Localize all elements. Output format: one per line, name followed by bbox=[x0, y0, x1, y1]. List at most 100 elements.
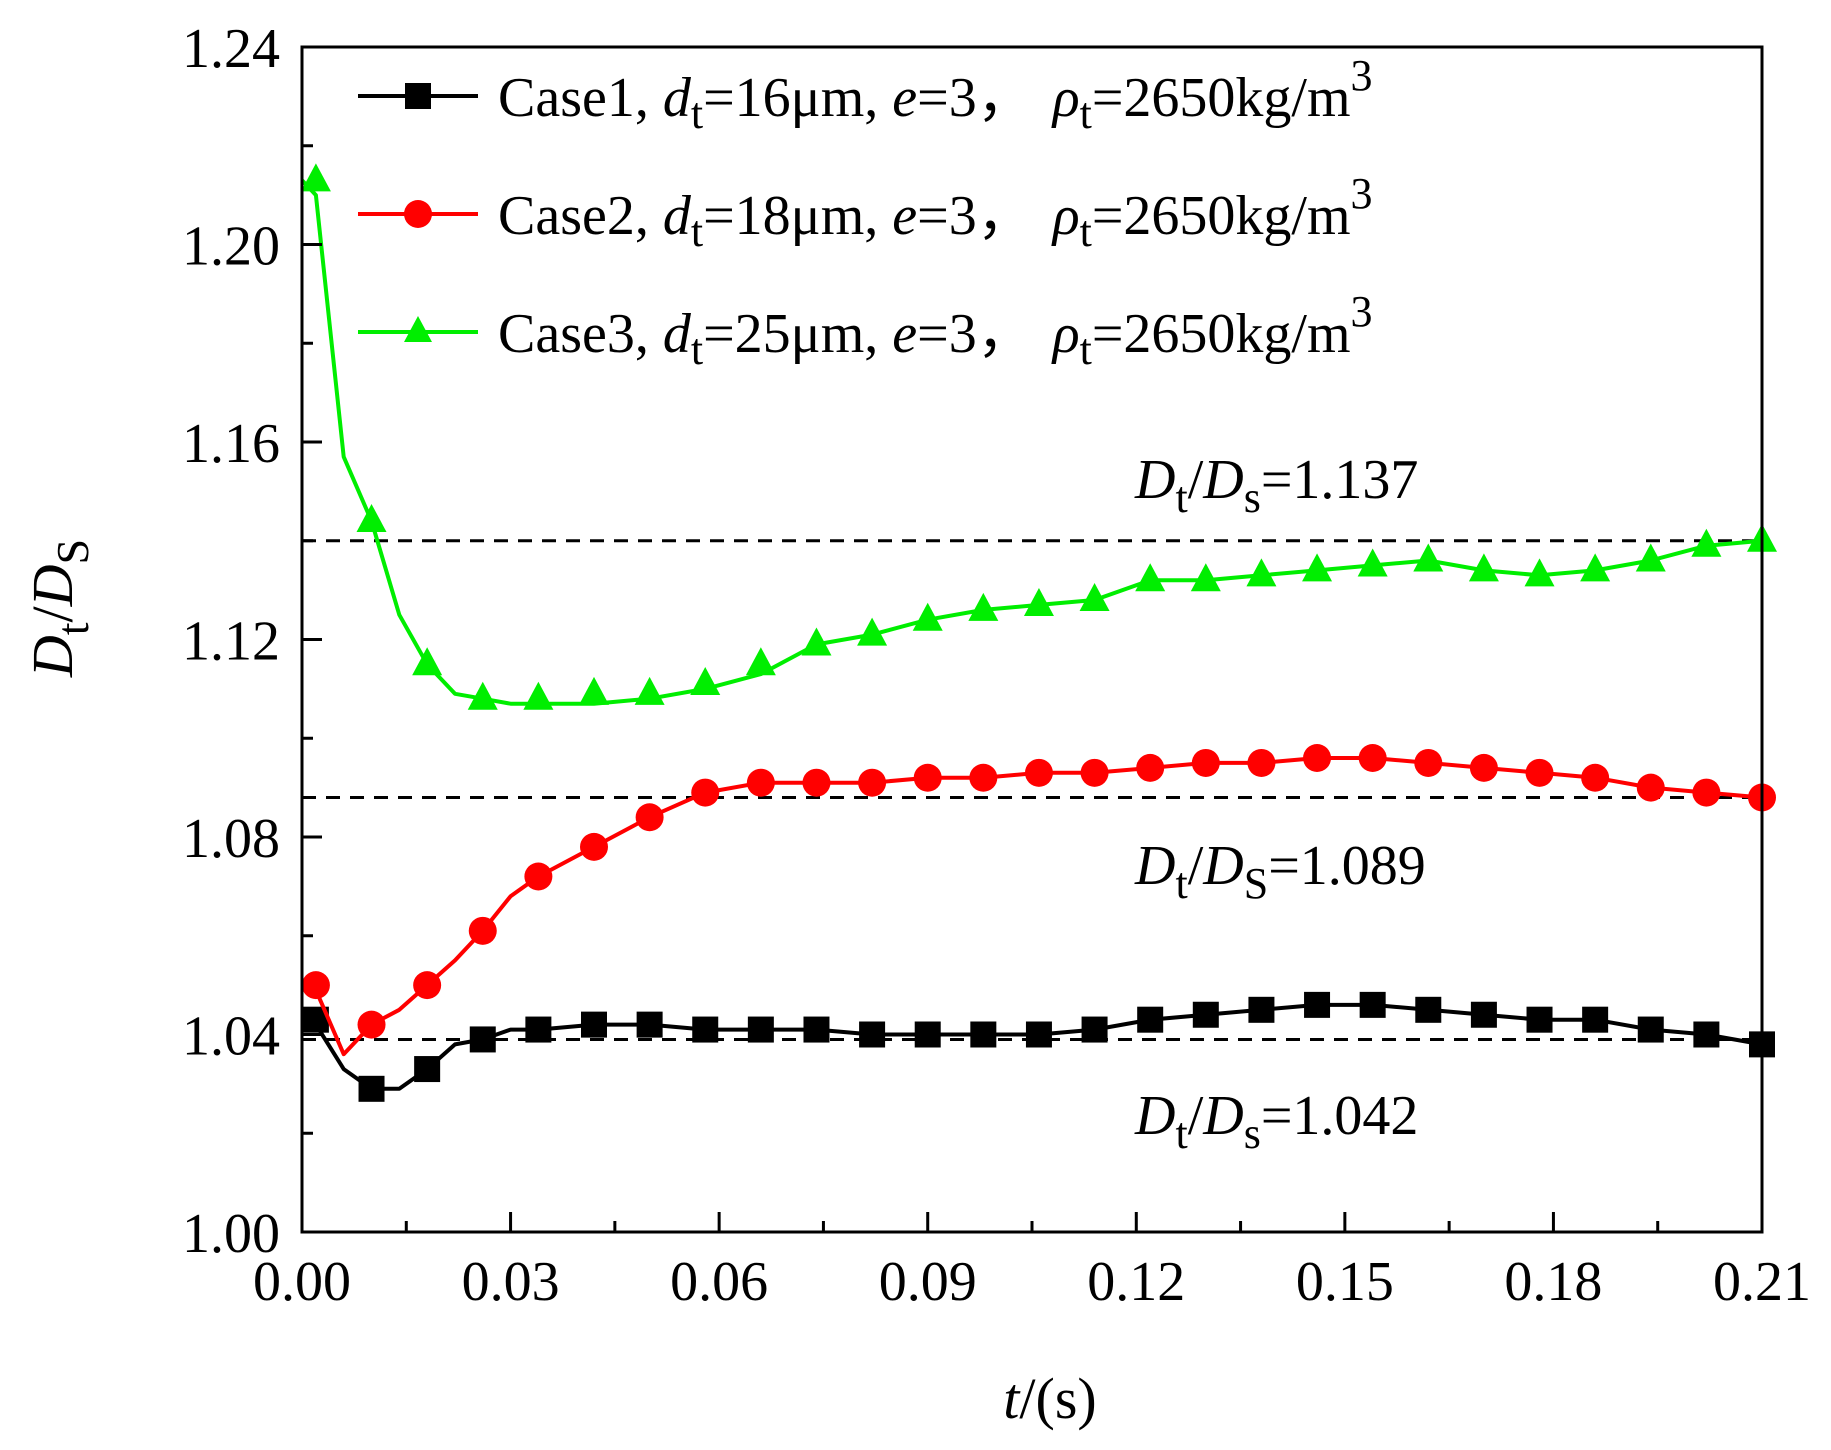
axis-ticks bbox=[300, 45, 1764, 1234]
x-tick-label: 0.21 bbox=[1713, 1251, 1811, 1313]
data-point-case3 bbox=[356, 504, 387, 532]
data-point-case1 bbox=[1637, 1016, 1664, 1043]
data-point-case1 bbox=[1137, 1006, 1164, 1033]
legend-entry-case3: Case3, dt=25μm, e=3， ρt=2650kg/m3 bbox=[358, 287, 1373, 374]
data-point-case3 bbox=[1023, 587, 1054, 616]
x-tick-label: 0.00 bbox=[253, 1251, 351, 1313]
data-point-case3 bbox=[579, 676, 609, 705]
data-point-case3 bbox=[1413, 543, 1444, 572]
x-tick-label: 0.12 bbox=[1087, 1251, 1185, 1313]
data-point-case3 bbox=[1302, 553, 1333, 582]
data-point-case2 bbox=[1247, 748, 1276, 777]
data-point-case1 bbox=[414, 1056, 441, 1083]
data-point-case1 bbox=[525, 1016, 552, 1043]
data-point-case2 bbox=[635, 803, 664, 832]
data-point-case3 bbox=[523, 681, 554, 710]
data-point-case1 bbox=[1304, 991, 1331, 1018]
data-point-case2 bbox=[1692, 778, 1721, 807]
x-tick-label: 0.03 bbox=[462, 1251, 560, 1313]
x-tick-label: 0.18 bbox=[1504, 1251, 1602, 1313]
x-tick-label: 0.15 bbox=[1296, 1251, 1394, 1313]
data-point-case3 bbox=[1357, 548, 1388, 577]
data-point-case3 bbox=[1246, 558, 1277, 587]
y-axis-label: Dt/DS bbox=[20, 539, 98, 678]
data-point-case3 bbox=[690, 666, 721, 695]
data-point-case3 bbox=[1580, 553, 1611, 582]
data-point-case2 bbox=[1636, 773, 1665, 802]
data-point-case2 bbox=[802, 768, 831, 797]
data-point-case1 bbox=[1415, 996, 1442, 1023]
y-tick-label: 1.04 bbox=[182, 1006, 280, 1068]
data-point-case3 bbox=[1190, 563, 1221, 592]
data-point-case3 bbox=[857, 617, 888, 646]
data-point-case2 bbox=[413, 971, 442, 1000]
data-point-case1 bbox=[1081, 1016, 1108, 1043]
data-point-case2 bbox=[969, 763, 998, 792]
legend: Case1, dt=16μm, e=3， ρt=2650kg/m3 Case2, … bbox=[358, 51, 1373, 374]
data-point-case1 bbox=[358, 1075, 385, 1102]
data-point-case1 bbox=[692, 1016, 719, 1043]
x-tick-label: 0.06 bbox=[670, 1251, 768, 1313]
data-point-case2 bbox=[1303, 744, 1332, 772]
series-case3 bbox=[300, 163, 1777, 710]
annotation-ref-1042: Dt/Ds=1.042 bbox=[1134, 1085, 1418, 1158]
data-point-case1 bbox=[469, 1026, 496, 1053]
y-tick-label: 1.20 bbox=[182, 216, 280, 278]
legend-label-case2: Case2, dt=18μm, e=3， ρt=2650kg/m3 bbox=[498, 169, 1373, 256]
tick-labels: 0.00 0.03 0.06 0.09 0.12 0.15 0.18 0.21 1.00 1.04… bbox=[182, 18, 1811, 1313]
y-tick-label: 1.24 bbox=[182, 18, 280, 80]
legend-label-case1: Case1, dt=16μm, e=3， ρt=2650kg/m3 bbox=[498, 51, 1373, 138]
data-point-case1 bbox=[747, 1016, 774, 1043]
data-point-case1 bbox=[803, 1016, 830, 1043]
legend-marker-case1 bbox=[405, 83, 431, 109]
data-point-case3 bbox=[412, 647, 443, 676]
data-point-case3 bbox=[467, 681, 498, 710]
y-tick-label: 1.16 bbox=[182, 413, 280, 475]
data-point-case1 bbox=[636, 1011, 663, 1038]
data-point-case2 bbox=[468, 916, 497, 945]
legend-label-case3: Case3, dt=25μm, e=3， ρt=2650kg/m3 bbox=[498, 287, 1373, 374]
data-point-case3 bbox=[968, 592, 999, 621]
data-point-case1 bbox=[1359, 991, 1386, 1018]
data-point-case1 bbox=[581, 1011, 607, 1038]
data-point-case2 bbox=[746, 768, 775, 797]
data-point-case1 bbox=[1582, 1006, 1609, 1033]
data-point-case1 bbox=[1526, 1006, 1553, 1033]
series-line-case3 bbox=[300, 178, 1763, 706]
series-case2 bbox=[301, 744, 1776, 1057]
data-point-case2 bbox=[580, 832, 608, 861]
data-point-case2 bbox=[1080, 758, 1109, 787]
legend-marker-case3 bbox=[404, 316, 432, 342]
data-point-case3 bbox=[1635, 543, 1666, 572]
y-tick-label: 1.12 bbox=[182, 611, 280, 673]
x-tick-label: 0.09 bbox=[879, 1251, 977, 1313]
legend-entry-case2: Case2, dt=18μm, e=3， ρt=2650kg/m3 bbox=[358, 169, 1373, 256]
data-point-case2 bbox=[1469, 753, 1498, 782]
data-point-case1 bbox=[1470, 1001, 1497, 1028]
data-point-case3 bbox=[912, 602, 943, 631]
data-point-case1 bbox=[914, 1021, 941, 1048]
data-point-case2 bbox=[524, 862, 553, 891]
data-point-case3 bbox=[1079, 583, 1110, 611]
y-tick-label: 1.00 bbox=[182, 1203, 280, 1265]
data-point-case3 bbox=[1691, 528, 1722, 557]
data-point-case2 bbox=[1024, 758, 1053, 787]
y-tick-label: 1.08 bbox=[182, 808, 280, 870]
data-point-case3 bbox=[300, 163, 331, 192]
data-point-case2 bbox=[1358, 744, 1387, 772]
legend-marker-case2 bbox=[404, 200, 432, 228]
data-point-case2 bbox=[691, 778, 720, 807]
data-point-case3 bbox=[801, 627, 832, 656]
data-point-case1 bbox=[970, 1021, 997, 1048]
data-point-case1 bbox=[1248, 996, 1275, 1023]
data-point-case2 bbox=[1191, 748, 1220, 777]
data-point-case3 bbox=[745, 647, 776, 676]
data-point-case1 bbox=[1025, 1021, 1052, 1048]
data-point-case2 bbox=[301, 971, 330, 1000]
series-layer bbox=[300, 163, 1777, 1102]
data-point-case2 bbox=[1136, 753, 1165, 782]
annotation-ref-1089: Dt/DS=1.089 bbox=[1134, 835, 1426, 908]
reference-annotations: Dt/Ds=1.137 Dt/DS=1.089 Dt/Ds=1.042 bbox=[1134, 449, 1426, 1158]
data-point-case1 bbox=[1192, 1001, 1219, 1028]
